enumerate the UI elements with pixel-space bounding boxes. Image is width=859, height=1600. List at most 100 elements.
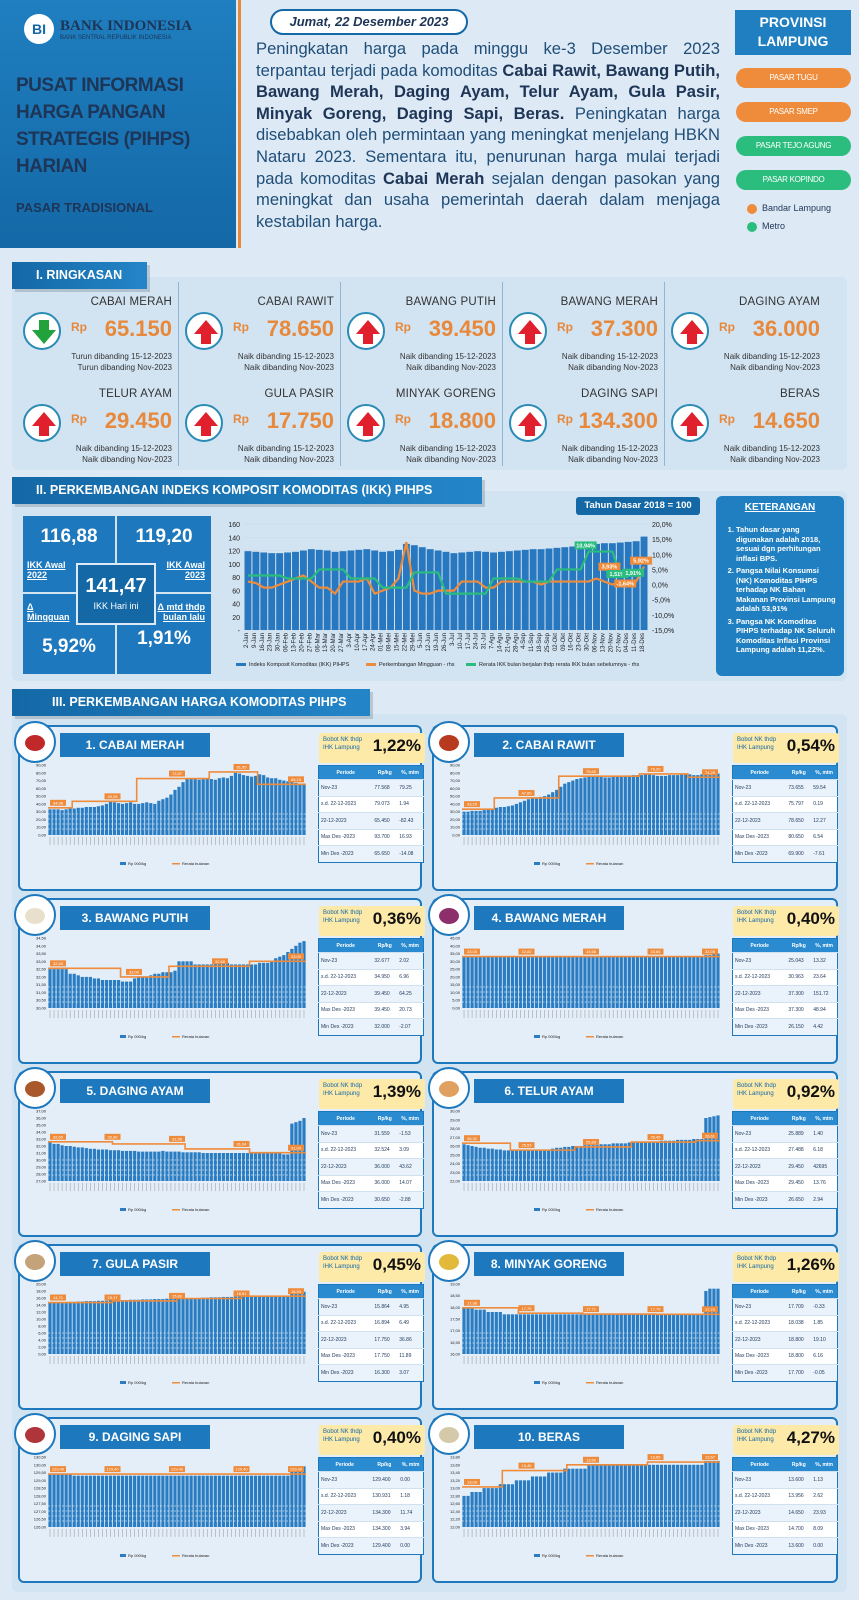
price-table: Periode Rp/kg%, mtm Nov-23 73.655 59.54 s.d. … (732, 765, 838, 863)
price-bar (639, 956, 644, 1008)
price-bar (294, 1466, 298, 1527)
currency-label: Rp (395, 412, 411, 426)
table-row: 22-12-2023 17.750 36.86 (318, 1331, 424, 1348)
price-bar (708, 1117, 712, 1181)
table-row: Min Des -2023 65.650 -14.08 (318, 845, 424, 862)
y-tick-label: 12,00 (450, 1525, 461, 1530)
y-tick-label: 14,00 (36, 1303, 47, 1308)
table-cell: -1.53 (397, 1125, 424, 1142)
ikk-bar (521, 549, 529, 630)
price-bar (80, 1147, 84, 1181)
price-bar (659, 1464, 664, 1527)
price-bar (631, 775, 635, 835)
price-bar (76, 1301, 80, 1354)
y-tick-label: 20,00 (36, 1282, 47, 1287)
price-bar (278, 956, 282, 1008)
ikk-bar (355, 549, 363, 630)
price-bar (229, 1153, 234, 1181)
table-cell: 1.18 (398, 1487, 424, 1505)
commodity-panel: 1. CABAI MERAH Bobot NK thdp IHK Lampung 1… (14, 721, 425, 891)
price-bar (700, 956, 704, 1008)
currency-label: Rp (233, 412, 249, 426)
price-bar (286, 1475, 290, 1527)
price-bar (603, 956, 607, 1008)
ikk-bar (458, 552, 466, 630)
market-button[interactable]: PASAR TUGU (736, 68, 851, 88)
change-note-month: Naik dibanding Nov-2023 (406, 455, 496, 464)
x-tick-label: 3-Apr (347, 633, 353, 648)
arrow-svg (194, 412, 218, 436)
y-tick-label: 25,00 (450, 967, 461, 972)
y-tick-label: 37,00 (36, 1109, 47, 1114)
price-bar (583, 956, 587, 1008)
price-bar (141, 1299, 145, 1354)
x-tick-label: 23-Jan (268, 633, 274, 651)
table-row: s.d. 22-12-2023 79.073 1.94 (318, 795, 424, 813)
change-note-week: Naik dibanding 15-12-2023 (75, 444, 172, 453)
table-cell: 13.76 (811, 1174, 838, 1192)
market-button[interactable]: PASAR TEJO AGUNG (736, 136, 851, 156)
currency-label: Rp (719, 412, 735, 426)
table-cell: 17.750 (372, 1347, 398, 1365)
y-tick-label: 127,50 (34, 1501, 47, 1506)
card-divider (178, 282, 179, 374)
price-bar (270, 778, 274, 835)
market-button[interactable]: PASAR KOPINDO (736, 170, 851, 190)
commodity-name: DAGING SAPI (581, 388, 658, 400)
table-header: Rp/kg (372, 1284, 398, 1299)
price-bar (462, 1144, 466, 1181)
ikk-bar (276, 553, 284, 630)
price-bar (611, 1464, 615, 1527)
x-tick-label: 10-Apr (355, 633, 361, 651)
avg-badge (50, 1466, 66, 1473)
price-bar (161, 1475, 165, 1527)
commodity-name: BAWANG PUTIH (405, 296, 496, 308)
price-bar (696, 775, 700, 835)
x-tick-label: 7-Agu (490, 633, 496, 649)
avg-label: 26,45 (650, 1135, 661, 1140)
price-bar (193, 964, 197, 1008)
price-bar (153, 803, 157, 835)
price-bar (607, 777, 611, 835)
price-bar (631, 1464, 635, 1527)
change-note-week: Naik dibanding 15-12-2023 (723, 444, 820, 453)
price-bar (60, 969, 64, 1008)
price-bar (583, 1468, 587, 1527)
price-bar (185, 1152, 189, 1181)
price-bar (466, 956, 470, 1008)
x-tick-label: 19-Jun (434, 633, 440, 651)
price-bar (692, 775, 696, 835)
price-bar (462, 811, 466, 835)
price-bar (518, 802, 523, 835)
price-bar (538, 956, 543, 1008)
avg-badge (583, 1138, 599, 1145)
y-tick-label: 29,00 (450, 1117, 461, 1122)
table-cell: Max Des -2023 (732, 1174, 787, 1192)
arrow-up-icon (509, 404, 547, 442)
table-header: %, mtm (397, 1111, 424, 1126)
table-cell: 36.86 (397, 1331, 424, 1348)
y-tick-label: 40 (232, 602, 240, 609)
ikk-bar (490, 552, 497, 630)
price-bar (181, 782, 185, 835)
avg-label: 32,60 (53, 1134, 64, 1139)
price-bar (667, 956, 672, 1008)
ikk-bar (347, 550, 355, 630)
avg-label: 13,65 (650, 1455, 661, 1460)
y-tick-label: 12,60 (450, 1501, 461, 1506)
price-bar (647, 774, 652, 835)
price-bar (177, 786, 181, 835)
price-bar (229, 1296, 234, 1354)
y-tick-label: 130,50 (34, 1455, 47, 1460)
bobot-box: Bobot NK thdp IHK Lampung 0,92% (733, 1079, 839, 1109)
price-bar (615, 956, 619, 1008)
price-bar (555, 956, 559, 1008)
avg-label: 17,70 (705, 1307, 716, 1312)
price-bar (567, 1314, 571, 1354)
table-header: Rp/kg (372, 765, 398, 780)
price-bar (607, 1314, 611, 1354)
currency-label: Rp (71, 412, 87, 426)
x-tick-label: 06-Mar (315, 633, 321, 652)
market-button[interactable]: PASAR SMEP (736, 102, 851, 122)
x-tick-label: 13-Nov (600, 633, 606, 652)
